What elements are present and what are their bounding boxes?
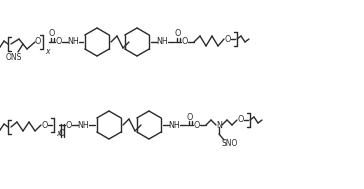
Text: x: x: [56, 129, 60, 139]
Text: O: O: [66, 121, 72, 129]
Text: SNO: SNO: [222, 139, 238, 149]
Text: NH: NH: [77, 121, 89, 129]
Text: O: O: [175, 29, 181, 39]
Text: O: O: [194, 121, 200, 129]
Text: O: O: [238, 115, 244, 125]
Text: N: N: [216, 121, 222, 129]
Text: O: O: [59, 129, 65, 138]
Text: NH: NH: [156, 37, 168, 46]
Text: O: O: [187, 112, 193, 122]
Text: x: x: [45, 46, 49, 56]
Text: O: O: [42, 121, 48, 129]
Text: O: O: [35, 37, 41, 46]
Text: ONS: ONS: [6, 53, 22, 61]
Text: NH: NH: [168, 121, 180, 129]
Text: O: O: [225, 35, 231, 43]
Text: O: O: [56, 37, 62, 46]
Text: O: O: [182, 37, 188, 46]
Text: NH: NH: [67, 37, 79, 46]
Text: O: O: [49, 29, 55, 39]
